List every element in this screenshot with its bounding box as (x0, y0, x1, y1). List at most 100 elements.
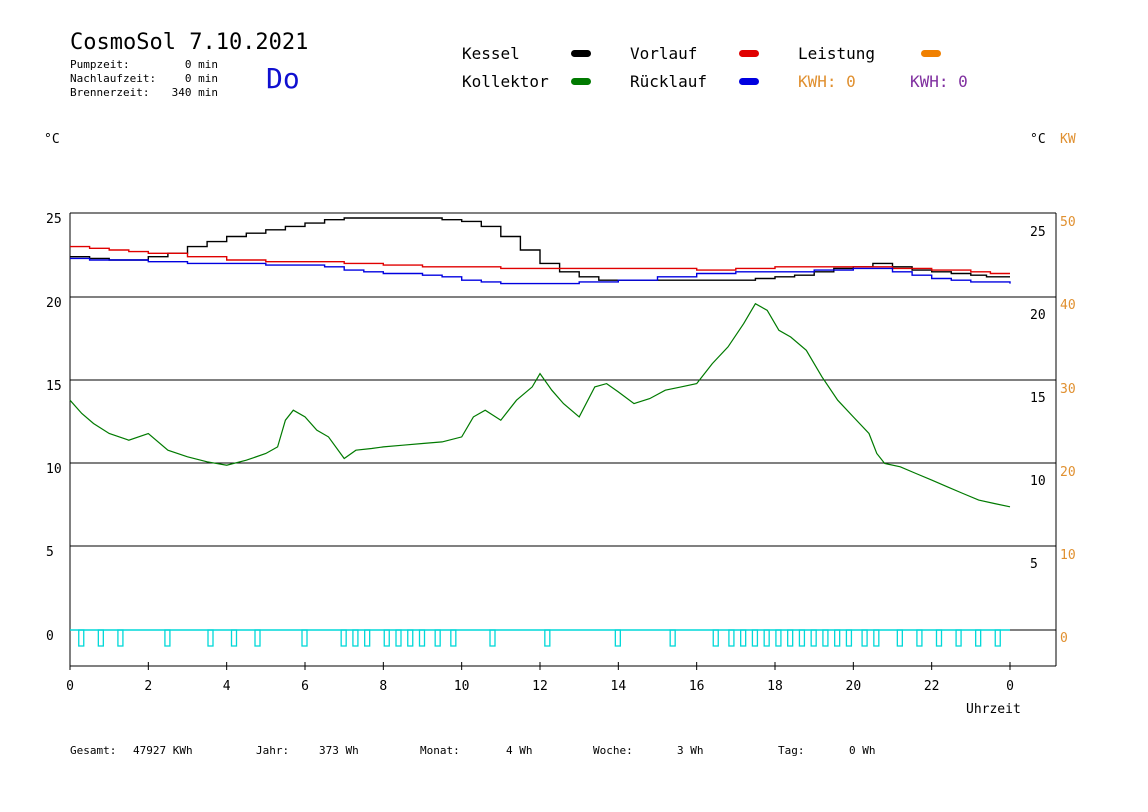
footer-woche-label: Woche: (593, 744, 633, 757)
kw-tick-label: 0 (1060, 631, 1068, 646)
pump-pulse (873, 629, 880, 647)
x-tick-label: 18 (767, 679, 783, 694)
pump-pulse (340, 629, 347, 647)
pump-pulse (935, 629, 943, 647)
weekday-label: Do (266, 62, 300, 95)
pump-pulse (775, 629, 782, 647)
x-tick-label: 0 (1006, 679, 1014, 694)
pump-pulse (450, 629, 457, 647)
footer-jahr-label: Jahr: (256, 744, 290, 757)
y-tick-label-right: 15 (1030, 391, 1046, 406)
y-tick-label-left: 5 (46, 545, 54, 560)
y-tick-label-right: 25 (1030, 225, 1046, 240)
footer-monat-value: 4 Wh (506, 744, 533, 757)
legend-kollektor-swatch (571, 78, 591, 85)
x-tick-label: 14 (611, 679, 627, 694)
pump-pulse (669, 629, 676, 647)
pump-pulse (810, 629, 817, 647)
pump-pulse (489, 629, 496, 647)
legend-kwh-orange: KWH: 0 (798, 72, 856, 91)
x-tick-label: 2 (144, 679, 152, 694)
pump-pulse (78, 629, 85, 647)
x-tick-label: 6 (301, 679, 309, 694)
footer-monat-label: Monat: (420, 744, 460, 757)
pump-pulse (751, 629, 759, 647)
kw-tick-label: 20 (1060, 465, 1076, 480)
pump-pulse (614, 629, 621, 647)
stat-brennerzeit-label: Brennerzeit: (70, 86, 150, 99)
x-tick-label: 20 (846, 679, 862, 694)
pump-pulse (117, 629, 124, 647)
y-tick-label-right: 5 (1030, 557, 1038, 572)
stat-pumpzeit-value: 0 min (184, 58, 218, 71)
stat-pumpzeit-label: Pumpzeit: (70, 58, 130, 71)
left-unit-label: °C (44, 132, 60, 147)
pump-pulse (896, 629, 903, 647)
chart-title: CosmoSol 7.10.2021 (70, 30, 309, 55)
stat-nachlaufzeit-value: 0 min (184, 72, 218, 85)
pump-pulse (164, 629, 171, 647)
y-tick-label-right: 10 (1030, 474, 1046, 489)
pump-pulse (834, 629, 841, 647)
stat-nachlaufzeit-label: Nachlaufzeit: (70, 72, 157, 85)
right-kw-unit-label: KW (1060, 132, 1076, 147)
kw-tick-label: 30 (1060, 382, 1076, 397)
pump-pulse (97, 629, 104, 647)
pump-pulse (728, 629, 735, 647)
y-tick-label-left: 10 (46, 462, 62, 477)
pump-pulse (740, 629, 747, 647)
kw-tick-label: 40 (1060, 298, 1076, 313)
legend-ruecklauf-label: Rücklauf (630, 72, 708, 91)
pump-pulse (798, 629, 806, 647)
pump-pulse (395, 629, 402, 647)
stat-brennerzeit-value: 340 min (171, 86, 218, 99)
pump-pulse (916, 629, 923, 647)
kw-tick-label: 50 (1060, 215, 1076, 230)
pump-pulse (994, 629, 1001, 647)
pump-pulse (364, 629, 371, 647)
pump-pulse (434, 629, 441, 647)
x-tick-label: 8 (379, 679, 387, 694)
pump-pulse (301, 629, 308, 647)
kw-tick-label: 10 (1060, 548, 1076, 563)
right-unit-label: °C (1030, 132, 1046, 147)
pump-pulse (407, 629, 414, 647)
footer-tag-value: 0 Wh (849, 744, 876, 757)
x-axis-label: Uhrzeit (966, 702, 1021, 717)
legend-leistung-swatch (921, 50, 941, 57)
footer-woche-value: 3 Wh (677, 744, 704, 757)
footer-jahr-value: 373 Wh (319, 744, 359, 757)
y-tick-label-left: 0 (46, 629, 54, 644)
y-tick-label-left: 20 (46, 296, 62, 311)
legend-kessel-label: Kessel (462, 44, 520, 63)
x-tick-label: 22 (924, 679, 940, 694)
pump-pulse (230, 629, 238, 647)
y-tick-label-right: 20 (1030, 308, 1046, 323)
y-tick-label-left: 15 (46, 379, 62, 394)
legend-kollektor-label: Kollektor (462, 72, 549, 91)
legend-vorlauf-swatch (739, 50, 759, 57)
pump-pulse (383, 629, 390, 647)
y-tick-label-left: 25 (46, 212, 62, 227)
series-kollektor-line (69, 302, 1011, 508)
x-tick-label: 0 (66, 679, 74, 694)
x-tick-label: 16 (689, 679, 705, 694)
pump-pulse (787, 629, 794, 647)
legend-kwh-purple: KWH: 0 (910, 72, 968, 91)
pump-pulse (207, 629, 214, 647)
pump-pulse (822, 629, 829, 647)
pump-pulse (975, 629, 982, 647)
pump-pulse (861, 629, 868, 647)
pump-pulse (544, 629, 551, 647)
legend-ruecklauf-swatch (739, 78, 759, 85)
pump-pulse (845, 629, 853, 647)
x-tick-label: 10 (454, 679, 470, 694)
legend-leistung-label: Leistung (798, 44, 876, 63)
pump-pulse (352, 629, 359, 647)
pump-pulse (955, 629, 962, 647)
legend-kessel-swatch (571, 50, 591, 57)
x-tick-label: 12 (532, 679, 548, 694)
series-vorlauf-line (70, 245, 1010, 275)
series-ruecklauf-line (70, 257, 1011, 285)
